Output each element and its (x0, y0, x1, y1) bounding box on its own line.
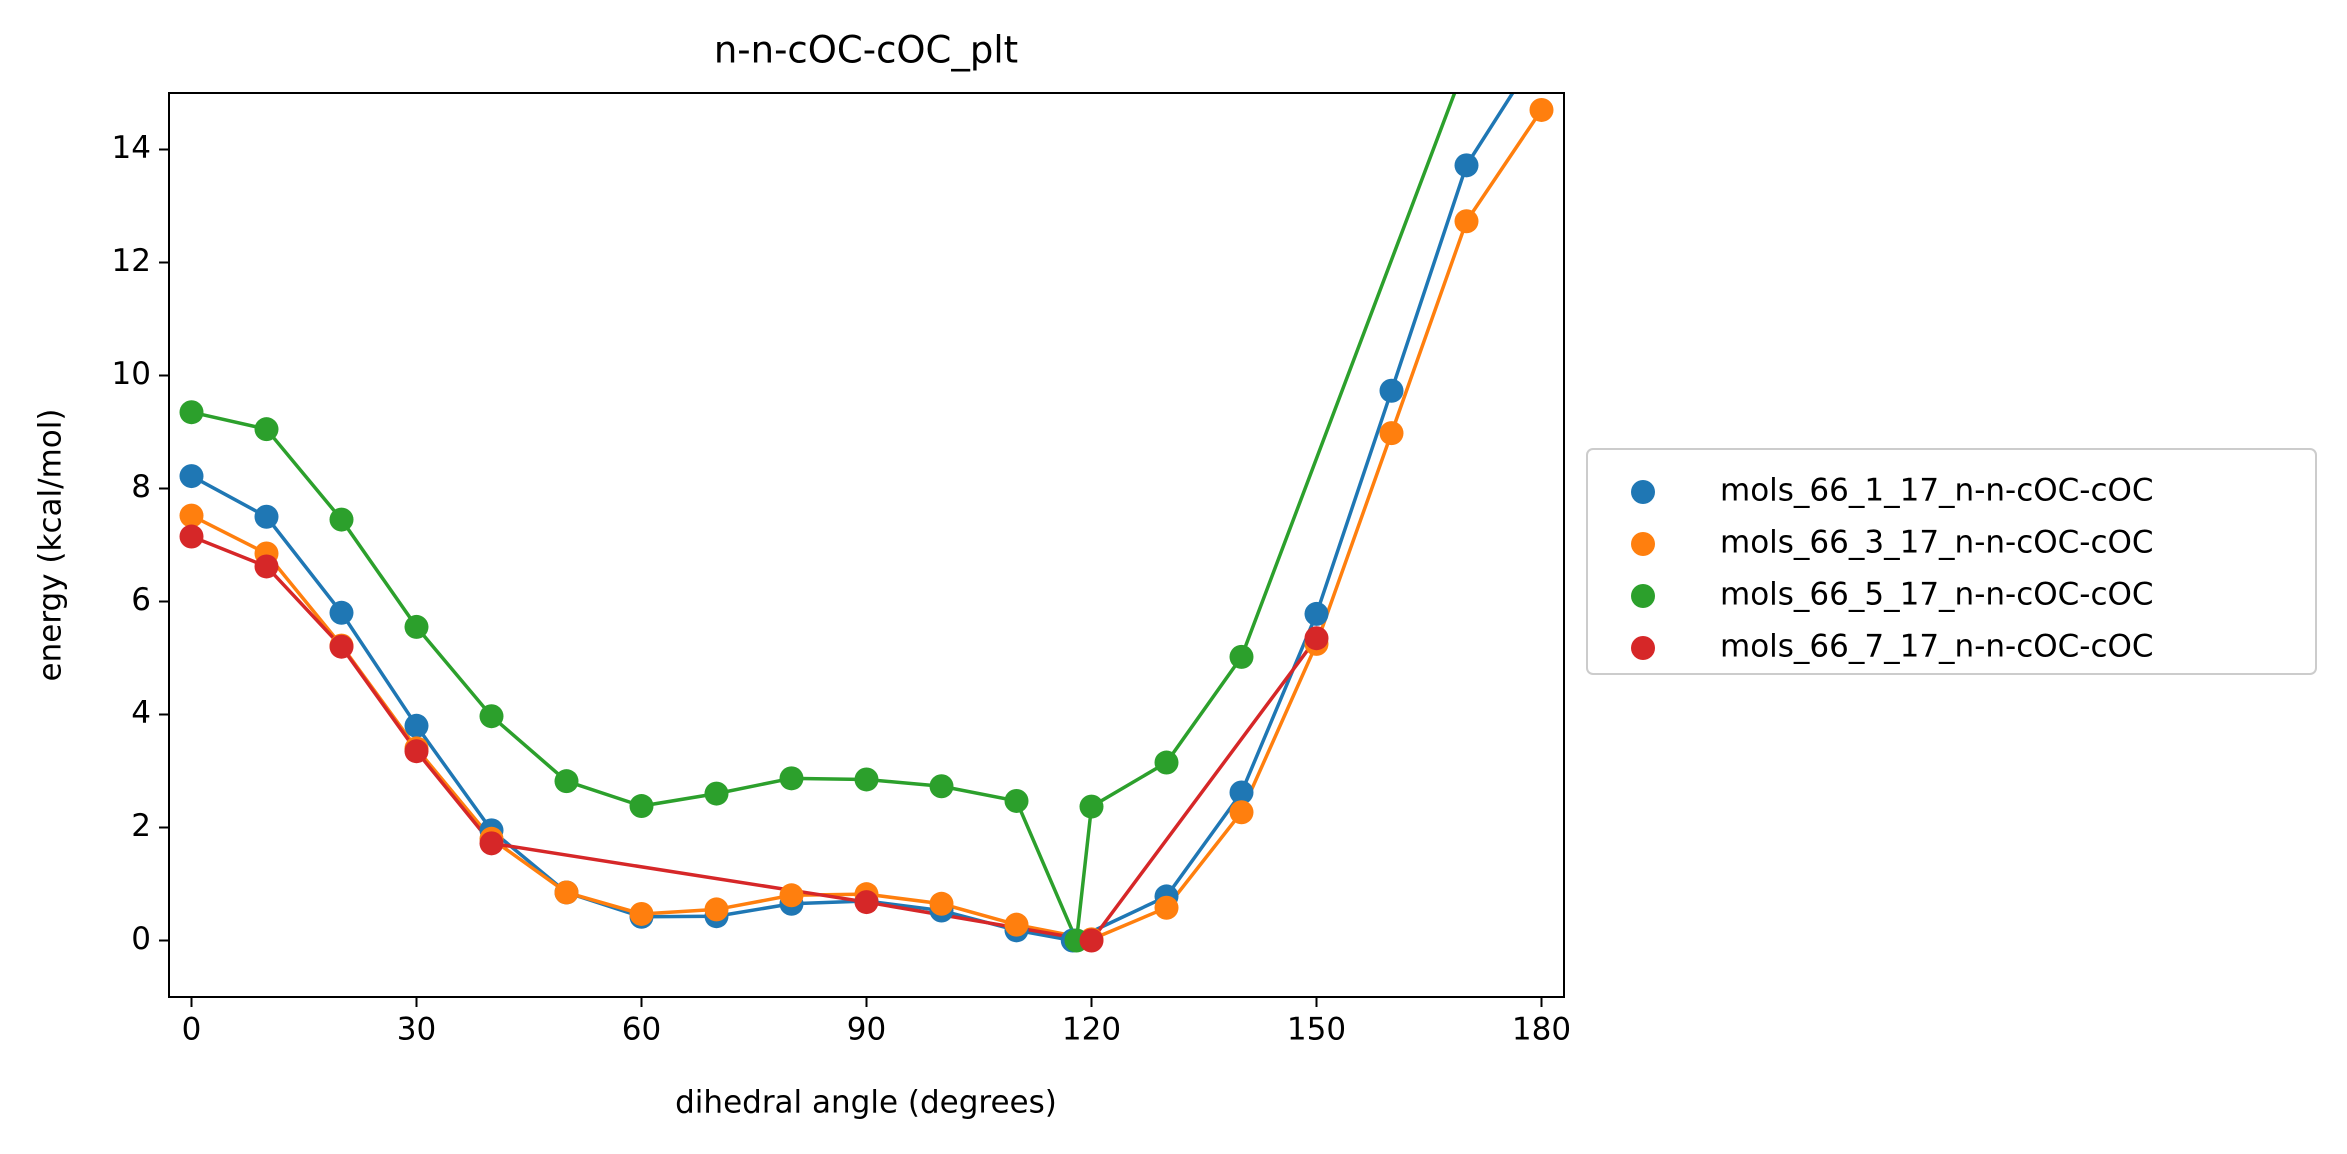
data-point (404, 739, 429, 764)
data-point (1229, 800, 1254, 825)
data-point (704, 781, 729, 806)
y-tick-label: 4 (131, 695, 151, 731)
x-tick-label: 150 (1287, 1012, 1346, 1048)
y-tick-label: 6 (131, 582, 151, 618)
x-tick-label: 30 (397, 1012, 436, 1048)
data-point (179, 503, 204, 528)
y-axis-label: energy (kcal/mol) (33, 409, 69, 682)
data-point (329, 634, 354, 659)
x-tick-label: 90 (847, 1012, 886, 1048)
data-point (629, 794, 654, 819)
data-point (479, 831, 504, 856)
data-point (179, 524, 204, 549)
data-point (554, 769, 579, 794)
y-tick-label: 10 (112, 356, 151, 392)
data-point (1229, 644, 1254, 669)
data-point (179, 464, 204, 489)
data-point (1004, 788, 1029, 813)
data-point (929, 891, 954, 916)
legend-label: mols_66_7_17_n-n-cOC-cOC (1720, 629, 2154, 665)
data-point (254, 417, 279, 442)
data-point (254, 554, 279, 579)
x-axis-label: dihedral angle (degrees) (675, 1085, 1057, 1121)
y-tick-label: 8 (131, 469, 151, 505)
legend-marker (1631, 480, 1655, 504)
data-point (779, 766, 804, 791)
data-point (1454, 209, 1479, 234)
series-line (190, 108, 1543, 942)
data-point (554, 880, 579, 905)
data-point (404, 713, 429, 738)
axes-frame (168, 92, 1565, 998)
data-point (1079, 794, 1104, 819)
legend-label: mols_66_5_17_n-n-cOC-cOC (1720, 577, 2154, 613)
data-point (329, 600, 354, 625)
series-line (190, 93, 1515, 943)
data-point (1154, 750, 1179, 775)
legend-marker (1631, 636, 1655, 660)
data-point (479, 704, 504, 729)
data-point (1304, 626, 1329, 651)
legend-marker (1631, 584, 1655, 608)
x-tick-label: 60 (622, 1012, 661, 1048)
data-point (1529, 97, 1554, 122)
data-point (854, 890, 879, 915)
data-point (329, 507, 354, 532)
data-point (1304, 601, 1329, 626)
x-tick-label: 180 (1512, 1012, 1571, 1048)
y-tick-label: 2 (131, 808, 151, 844)
data-point (404, 614, 429, 639)
data-point (1379, 421, 1404, 446)
data-point (1079, 928, 1104, 953)
plot-area (179, 36, 1554, 953)
data-point (1154, 895, 1179, 920)
x-tick-label: 120 (1062, 1012, 1121, 1048)
data-point (1379, 378, 1404, 403)
data-point (629, 901, 654, 926)
data-point (179, 400, 204, 425)
y-tick-label: 14 (112, 130, 151, 166)
y-tick-label: 0 (131, 921, 151, 957)
data-point (1454, 153, 1479, 178)
data-point (779, 883, 804, 908)
series-line (190, 534, 1318, 943)
data-point (704, 897, 729, 922)
x-tick-label: 0 (182, 1012, 202, 1048)
data-point (929, 774, 954, 799)
legend-marker (1631, 532, 1655, 556)
data-point (1530, 36, 1554, 60)
chart-title: n-n-cOC-cOC_plt (714, 29, 1018, 72)
series-line (191, 93, 1457, 948)
y-tick-label: 12 (112, 243, 151, 279)
legend (1586, 448, 2317, 675)
data-point (1004, 912, 1029, 937)
legend-label: mols_66_1_17_n-n-cOC-cOC (1720, 473, 2154, 509)
data-point (254, 504, 279, 529)
data-point (1229, 780, 1254, 805)
legend-label: mols_66_3_17_n-n-cOC-cOC (1720, 525, 2154, 561)
data-point (854, 767, 879, 792)
